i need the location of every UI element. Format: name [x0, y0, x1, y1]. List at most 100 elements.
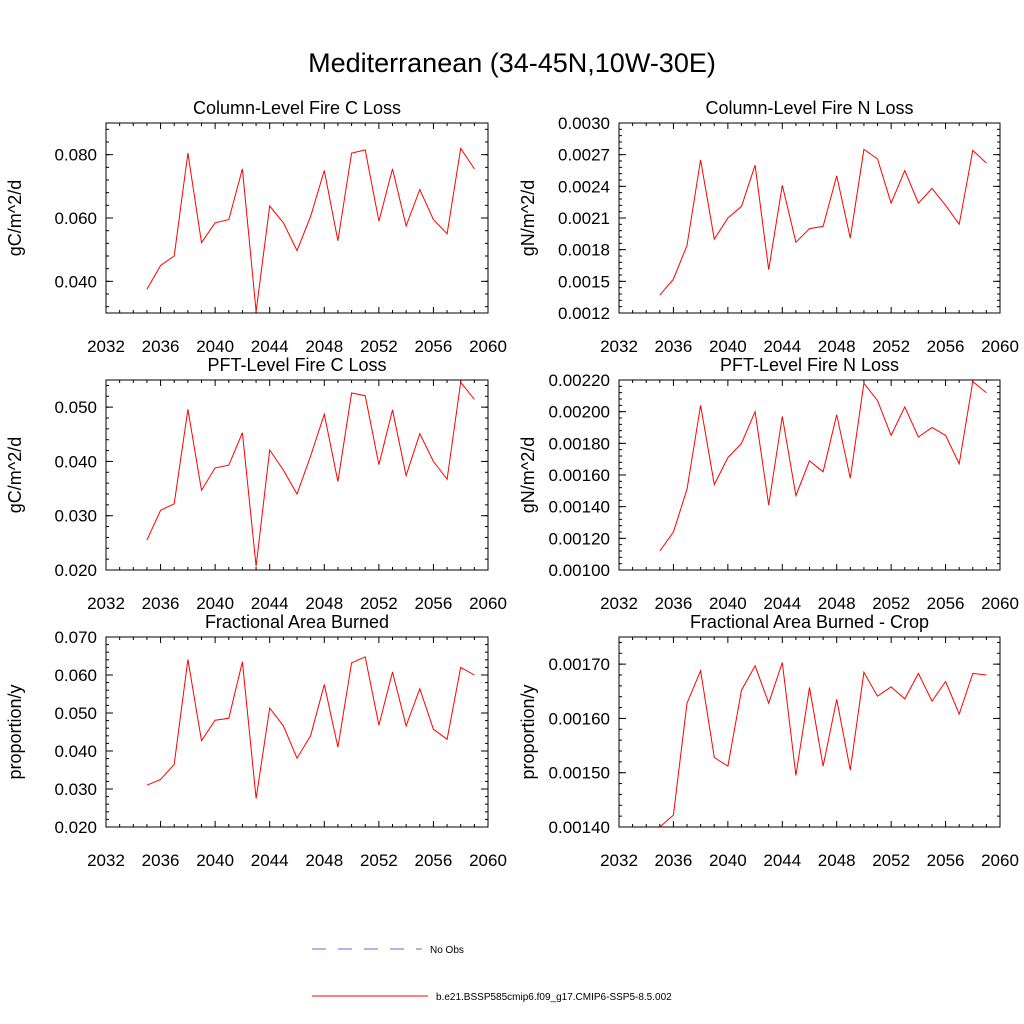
y-axis-label: proportion/y — [5, 684, 25, 779]
chart-title: Fractional Area Burned — [205, 612, 389, 632]
y-tick-label: 0.030 — [54, 780, 97, 799]
x-tick-label: 2036 — [655, 337, 693, 356]
y-tick-label: 0.040 — [54, 452, 97, 471]
y-axis-label: gC/m^2/d — [5, 437, 25, 513]
x-tick-label: 2052 — [872, 594, 910, 613]
y-tick-label: 0.00180 — [549, 434, 610, 453]
x-tick-label: 2036 — [142, 851, 180, 870]
y-tick-label: 0.0027 — [558, 146, 610, 165]
chart-title: Fractional Area Burned - Crop — [690, 612, 929, 632]
x-tick-label: 2056 — [927, 594, 965, 613]
legend-label: b.e21.BSSP585cmip6.f09_g17.CMIP6-SSP5-8.… — [436, 992, 672, 1003]
x-tick-label: 2044 — [763, 594, 801, 613]
x-tick-label: 2060 — [981, 594, 1019, 613]
x-tick-label: 2052 — [360, 851, 398, 870]
x-tick-label: 2048 — [818, 594, 856, 613]
y-tick-label: 0.0012 — [558, 304, 610, 323]
y-axis-label: proportion/y — [518, 684, 538, 779]
y-tick-label: 0.050 — [54, 398, 97, 417]
plot-frame — [105, 122, 489, 314]
y-tick-label: 0.00200 — [549, 403, 610, 422]
y-axis-label: gN/m^2/d — [518, 437, 538, 513]
chart-title: Column-Level Fire N Loss — [705, 98, 913, 118]
chart-panel-3: PFT-Level Fire C Loss gC/m^2/d 2032 2036 204… — [5, 355, 507, 613]
y-tick-label: 0.0021 — [558, 209, 610, 228]
x-tick-label: 2048 — [818, 337, 856, 356]
x-tick-label: 2060 — [981, 337, 1019, 356]
x-tick-label: 2048 — [305, 851, 343, 870]
series-line-1 — [659, 148, 987, 296]
y-tick-label: 0.00160 — [549, 466, 610, 485]
y-axis-label: gN/m^2/d — [518, 180, 538, 256]
series-line-1 — [146, 380, 475, 567]
chart-title: PFT-Level Fire C Loss — [207, 355, 386, 375]
x-tick-label: 2040 — [709, 851, 747, 870]
y-tick-label: 0.060 — [54, 666, 97, 685]
legend-item: b.e21.BSSP585cmip6.f09_g17.CMIP6-SSP5-8.… — [312, 992, 672, 1003]
y-tick-label: 0.0018 — [558, 241, 610, 260]
chart-title: Column-Level Fire C Loss — [193, 98, 401, 118]
chart-title: PFT-Level Fire N Loss — [720, 355, 899, 375]
x-tick-label: 2036 — [655, 594, 693, 613]
x-tick-label: 2052 — [872, 851, 910, 870]
y-tick-label: 0.020 — [54, 561, 97, 580]
y-tick-label: 0.0024 — [558, 177, 610, 196]
x-tick-label: 2060 — [469, 851, 507, 870]
x-tick-label: 2052 — [872, 337, 910, 356]
y-tick-label: 0.030 — [54, 507, 97, 526]
chart-panel-4: PFT-Level Fire N Loss gN/m^2/d 2032 2036 204… — [518, 355, 1019, 613]
x-tick-label: 2040 — [709, 337, 747, 356]
y-tick-label: 0.00150 — [549, 764, 610, 783]
x-tick-label: 2056 — [415, 337, 453, 356]
y-tick-label: 0.050 — [54, 704, 97, 723]
x-tick-label: 2048 — [305, 594, 343, 613]
x-tick-label: 2040 — [196, 337, 234, 356]
x-tick-label: 2056 — [927, 337, 965, 356]
x-tick-label: 2032 — [87, 594, 125, 613]
x-tick-label: 2044 — [763, 337, 801, 356]
x-tick-label: 2052 — [360, 594, 398, 613]
chart-grid: Column-Level Fire C Loss gC/m^2/d 2032 2036… — [5, 98, 1019, 870]
y-tick-label: 0.00120 — [549, 529, 610, 548]
legend-item: No Obs — [312, 945, 464, 956]
x-tick-label: 2036 — [142, 337, 180, 356]
y-tick-label: 0.0015 — [558, 272, 610, 291]
x-tick-label: 2060 — [981, 851, 1019, 870]
x-tick-label: 2036 — [655, 851, 693, 870]
x-tick-label: 2044 — [763, 851, 801, 870]
x-tick-label: 2052 — [360, 337, 398, 356]
page-title: Mediterranean (34-45N,10W-30E) — [308, 48, 716, 78]
x-tick-label: 2044 — [251, 851, 289, 870]
x-tick-label: 2044 — [251, 337, 289, 356]
x-tick-label: 2044 — [251, 594, 289, 613]
chart-panel-1: Column-Level Fire C Loss gC/m^2/d 2032 2036… — [5, 98, 507, 356]
x-tick-label: 2032 — [600, 337, 638, 356]
x-tick-label: 2056 — [415, 851, 453, 870]
series-line-1 — [146, 656, 475, 799]
y-tick-label: 0.0030 — [558, 114, 610, 133]
x-tick-label: 2048 — [818, 851, 856, 870]
chart-panel-2: Column-Level Fire N Loss gN/m^2/d 2032 2036… — [518, 98, 1019, 356]
x-tick-label: 2060 — [469, 594, 507, 613]
y-tick-label: 0.020 — [54, 818, 97, 837]
x-tick-label: 2032 — [87, 851, 125, 870]
x-tick-label: 2040 — [196, 594, 234, 613]
y-axis-label: gC/m^2/d — [5, 180, 25, 256]
x-tick-label: 2048 — [305, 337, 343, 356]
legend-label: No Obs — [430, 945, 464, 956]
x-tick-label: 2032 — [600, 851, 638, 870]
series-line-1 — [659, 380, 987, 552]
y-tick-label: 0.080 — [54, 146, 97, 165]
y-tick-label: 0.040 — [54, 272, 97, 291]
y-tick-label: 0.00100 — [549, 561, 610, 580]
y-tick-label: 0.00220 — [549, 371, 610, 390]
plot-frame — [105, 636, 489, 828]
y-tick-label: 0.00140 — [549, 498, 610, 517]
series-line-1 — [146, 146, 475, 312]
x-tick-label: 2032 — [87, 337, 125, 356]
plot-frame — [618, 122, 1001, 314]
x-tick-label: 2056 — [927, 851, 965, 870]
plot-frame — [618, 636, 1001, 828]
y-tick-label: 0.060 — [54, 209, 97, 228]
x-tick-label: 2040 — [196, 851, 234, 870]
